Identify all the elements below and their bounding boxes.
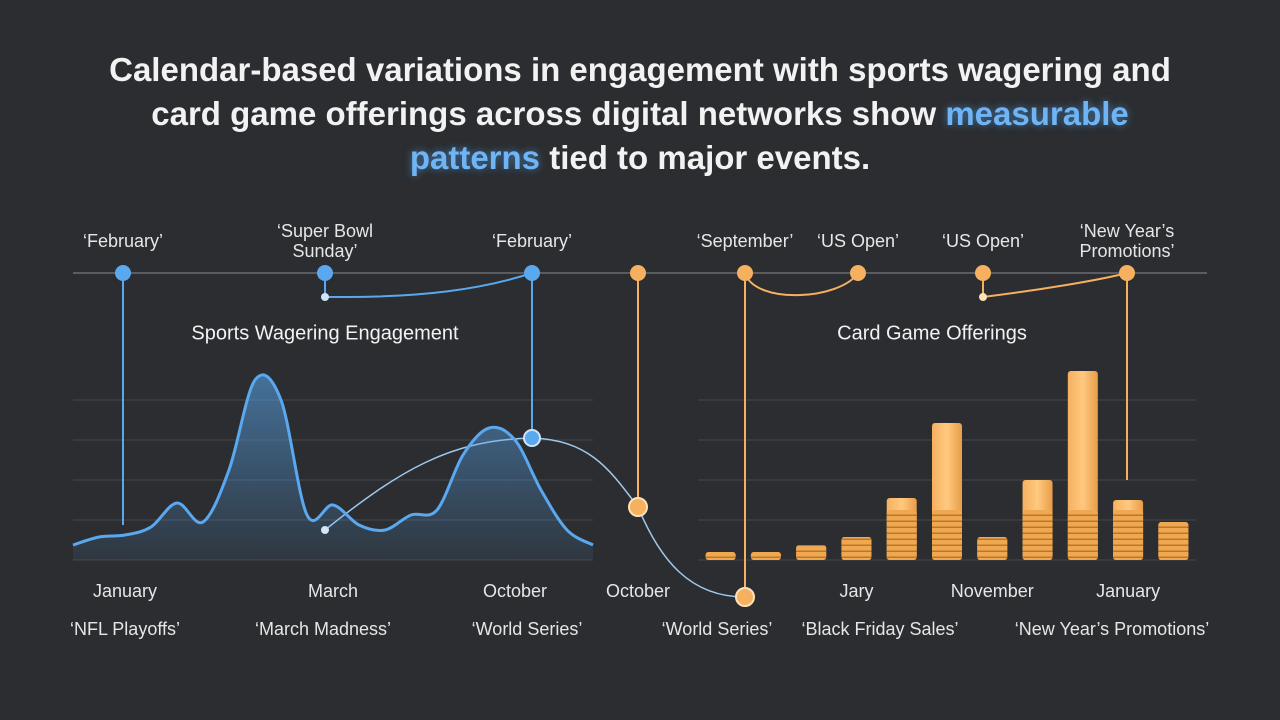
node <box>735 587 755 607</box>
node <box>628 497 648 517</box>
coin-stack <box>1022 510 1053 560</box>
node <box>850 265 866 281</box>
event-label: ‘US Open’ <box>817 231 899 251</box>
month-label: October <box>606 581 670 601</box>
node <box>1119 265 1135 281</box>
headline-text: Calendar-based variations in engagement … <box>109 51 1171 132</box>
event-label: ‘February’ <box>83 231 163 251</box>
node <box>975 265 991 281</box>
headline-text: tied to major events. <box>549 139 871 176</box>
headline-highlight: measurable patterns <box>409 95 1129 176</box>
event-label: ‘February’ <box>492 231 572 251</box>
node <box>630 265 646 281</box>
node <box>524 265 540 281</box>
coin-stack <box>1113 510 1144 560</box>
connectors <box>122 272 1128 598</box>
x-tick-label: January <box>93 581 157 601</box>
x-tick-label: October <box>483 581 547 601</box>
headline: Calendar-based variations in engagement … <box>90 48 1190 180</box>
coin-stack <box>932 510 962 560</box>
node <box>523 429 541 447</box>
x-tick-label: March <box>308 581 358 601</box>
connector <box>324 272 533 298</box>
area-fill <box>73 374 593 560</box>
event-label: ‘World Series’ <box>662 619 773 639</box>
x-tick-label: November <box>951 581 1034 601</box>
coin-stack <box>705 552 736 560</box>
node <box>737 265 753 281</box>
coin-stack <box>977 537 1008 560</box>
event-label: ‘New Year’s Promotions’ <box>1015 619 1209 639</box>
event-label: ‘World Series’ <box>472 619 583 639</box>
node <box>317 265 333 281</box>
event-label: ‘March Madness’ <box>255 619 391 639</box>
event-label: ‘Black Friday Sales’ <box>801 619 958 639</box>
event-label: ‘NFL Playoffs’ <box>70 619 180 639</box>
chart-title: Sports Wagering Engagement <box>191 322 459 344</box>
line <box>72 373 594 547</box>
coin-stack <box>1067 510 1098 560</box>
coin-stack <box>886 510 917 560</box>
node <box>979 293 987 301</box>
coin-stack <box>796 545 827 560</box>
event-label: ‘Super Bowl Sunday’ <box>277 221 373 261</box>
coin-stack <box>750 552 781 560</box>
coin-stack <box>1158 522 1189 560</box>
node <box>321 293 329 301</box>
event-label: ‘New Year’s Promotions’ <box>1079 221 1174 261</box>
coin-stack <box>841 537 872 560</box>
x-tick-label: January <box>1096 581 1160 601</box>
connector <box>324 437 746 598</box>
timeline-nodes <box>115 265 1135 607</box>
node <box>115 265 131 281</box>
connector <box>637 273 1128 597</box>
event-label: ‘US Open’ <box>942 231 1024 251</box>
event-label: ‘September’ <box>697 231 794 251</box>
x-tick-label: Jary <box>839 581 873 601</box>
chart-title: Card Game Offerings <box>837 322 1027 344</box>
connector <box>744 272 859 297</box>
connector <box>982 272 1128 299</box>
